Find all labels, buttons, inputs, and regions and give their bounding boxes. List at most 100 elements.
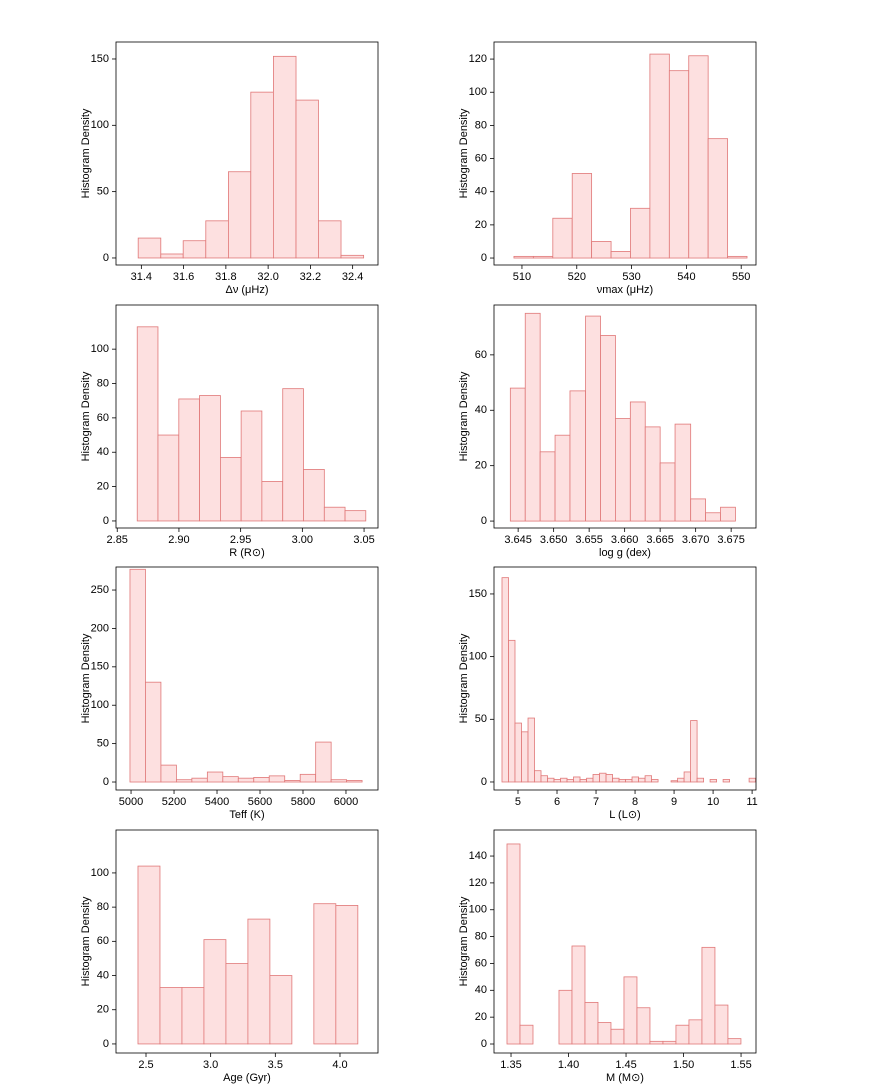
- y-tick-label: 150: [469, 588, 487, 600]
- bar: [584, 1001, 599, 1045]
- y-tick-label: 250: [91, 584, 109, 596]
- axes-frame: [493, 566, 757, 791]
- panel: 5000 5200 5400 5600 5800 6000 0 50 100 150 200 250 T…: [80, 566, 379, 821]
- panel: 2.85 2.90 2.95 3.00 3.05 0 20 40 60 80 100 R (R⊙) Hi…: [80, 304, 379, 559]
- bar: [344, 510, 367, 522]
- x-tick-label: 32.0: [257, 271, 278, 283]
- bar: [340, 254, 365, 259]
- x-tick-label: 8: [632, 796, 638, 808]
- y-tick-label: 20: [475, 460, 487, 472]
- bar: [527, 717, 535, 783]
- x-tick-label: 4.0: [332, 1059, 347, 1071]
- axes-frame: [493, 829, 757, 1054]
- bar: [599, 772, 607, 783]
- x-tick-label: 5800: [291, 796, 315, 808]
- y-tick-label: 100: [469, 86, 487, 98]
- bar: [137, 865, 161, 1045]
- bar: [282, 388, 304, 522]
- axes-frame: [115, 566, 379, 791]
- bar: [629, 401, 646, 522]
- x-tick-label: 5400: [205, 796, 229, 808]
- bar: [175, 779, 193, 783]
- x-tick-label: 2.95: [230, 534, 251, 546]
- y-tick-label: 200: [91, 622, 109, 634]
- bar: [315, 741, 332, 783]
- bar: [569, 390, 586, 522]
- bar: [547, 777, 555, 783]
- x-tick-label: 6: [554, 796, 560, 808]
- x-tick-label: 7: [593, 796, 599, 808]
- bar: [247, 918, 271, 1045]
- bar: [513, 255, 534, 259]
- axes-frame: [115, 304, 379, 529]
- y-tick-label: 140: [469, 850, 487, 862]
- y-tick-label: 150: [91, 661, 109, 673]
- x-tick-label: 31.6: [173, 271, 194, 283]
- bar: [690, 498, 706, 522]
- bar: [181, 987, 205, 1045]
- y-tick-label: 120: [469, 53, 487, 65]
- bar: [592, 774, 600, 783]
- y-tick-label: 50: [97, 186, 109, 198]
- x-tick-label: 3.0: [203, 1059, 218, 1071]
- bar: [501, 577, 509, 783]
- y-tick-label: 40: [97, 446, 109, 458]
- y-tick-label: 80: [475, 119, 487, 131]
- x-tick-label: 31.4: [131, 271, 152, 283]
- bar: [612, 777, 620, 783]
- x-tick-label: 2.90: [168, 534, 189, 546]
- bar: [199, 395, 221, 522]
- y-tick-label: 40: [97, 969, 109, 981]
- bar: [675, 1024, 690, 1045]
- bar: [571, 173, 593, 259]
- bar: [636, 1007, 651, 1045]
- bar: [268, 775, 286, 783]
- x-tick-label: 9: [671, 796, 677, 808]
- x-tick-label: 530: [622, 271, 640, 283]
- bar: [160, 253, 184, 259]
- bar: [649, 53, 670, 259]
- y-axis-label: Histogram Density: [80, 108, 92, 198]
- bar: [335, 905, 359, 1045]
- bar: [659, 462, 676, 522]
- bar: [696, 777, 705, 783]
- x-tick-label: 520: [568, 271, 586, 283]
- bar: [670, 780, 678, 783]
- y-tick-label: 120: [469, 877, 487, 889]
- y-tick-label: 0: [103, 776, 109, 788]
- y-tick-label: 0: [103, 252, 109, 264]
- y-tick-label: 20: [97, 481, 109, 493]
- bar: [509, 387, 526, 522]
- bar: [532, 255, 554, 259]
- y-tick-label: 80: [97, 377, 109, 389]
- x-axis-label: Δν (μHz): [225, 284, 268, 296]
- y-tick-label: 0: [103, 1038, 109, 1050]
- x-tick-label: 11: [746, 796, 757, 808]
- x-tick-label: 32.2: [300, 271, 321, 283]
- bar: [273, 55, 297, 259]
- x-tick-label: 31.8: [215, 271, 236, 283]
- panel: 1.35 1.40 1.45 1.50 1.55 0 20 40 60 80 100 120 140 M …: [458, 829, 757, 1084]
- bar: [615, 418, 631, 522]
- y-tick-label: 60: [475, 349, 487, 361]
- axes-frame: [115, 41, 379, 266]
- bar: [651, 779, 659, 783]
- bar: [573, 776, 581, 783]
- y-tick-label: 100: [91, 867, 109, 879]
- y-tick-label: 40: [475, 984, 487, 996]
- bar: [558, 989, 573, 1045]
- bar: [644, 426, 661, 522]
- x-tick-label: 3.650: [540, 534, 568, 546]
- bar: [727, 1038, 742, 1045]
- bar: [630, 207, 651, 259]
- x-tick-label: 3.645: [504, 534, 532, 546]
- y-tick-label: 60: [97, 935, 109, 947]
- bar: [553, 779, 561, 783]
- bar: [722, 779, 730, 783]
- bar: [600, 335, 616, 522]
- y-tick-label: 60: [475, 957, 487, 969]
- x-tick-label: 5000: [119, 796, 143, 808]
- bar: [705, 512, 721, 522]
- bar: [534, 770, 542, 783]
- x-tick-label: 3.5: [268, 1059, 283, 1071]
